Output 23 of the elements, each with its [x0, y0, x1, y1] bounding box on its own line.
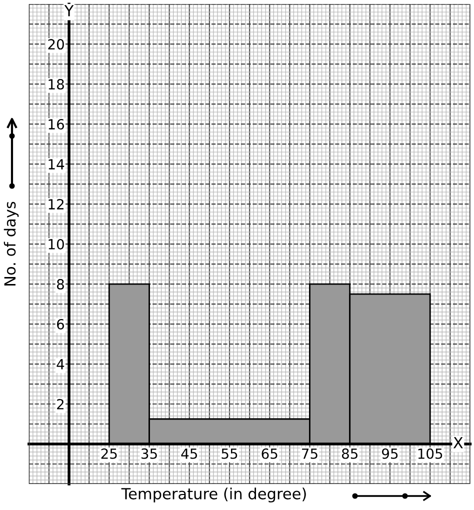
y-tick-label: 12 — [48, 199, 64, 210]
x-tick-label: 105 — [418, 448, 442, 459]
x-tick-label: 55 — [222, 448, 238, 459]
y-tick-label: 2 — [57, 398, 64, 410]
x-tick-label: 25 — [101, 448, 117, 459]
y-tick-label: 20 — [48, 39, 64, 50]
x-tick-label: 65 — [262, 448, 278, 459]
annotation: Y — [64, 5, 74, 16]
x-tick-label: 45 — [181, 448, 198, 459]
y-axis-title: No. of days — [4, 202, 19, 286]
x-axis-title: Temperature (in degree) — [121, 488, 306, 502]
x-tick-label: 95 — [382, 448, 398, 459]
x-tick-label: 75 — [302, 448, 318, 459]
y-tick-label: 16 — [48, 119, 64, 130]
y-tick-label: 4 — [56, 359, 64, 370]
y-tick-label: 18 — [48, 79, 64, 90]
y-tick-label: 8 — [56, 278, 64, 290]
x-tick-label: 85 — [342, 448, 358, 459]
annotation: X — [453, 437, 463, 448]
y-tick-label: 10 — [48, 239, 64, 250]
y-tick-label: 6 — [57, 318, 64, 330]
y-tick-label: 14 — [48, 159, 64, 170]
x-tick-label: 35 — [141, 448, 157, 459]
